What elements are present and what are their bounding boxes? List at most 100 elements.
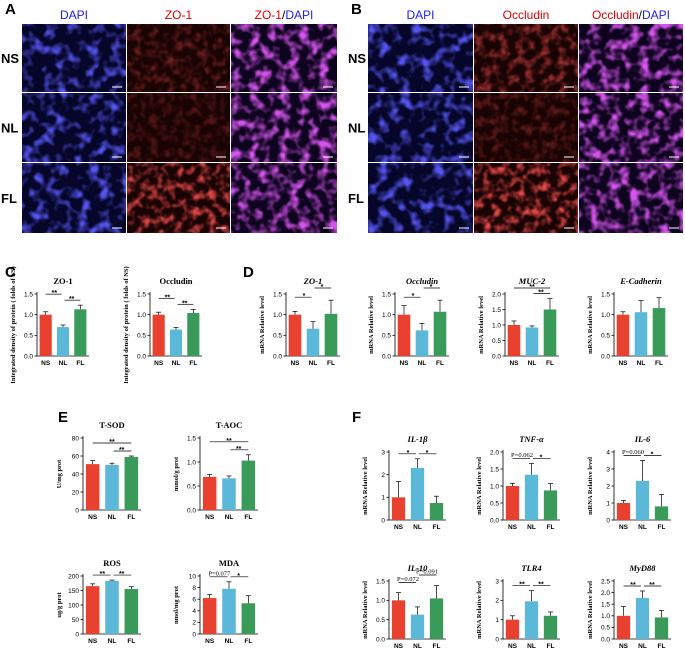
micrograph-texture — [368, 93, 473, 162]
x-tick-label-nl: NL — [418, 360, 427, 367]
y-tick-label: 1.0 — [601, 312, 610, 319]
bar-fl — [124, 589, 139, 634]
micrograph-texture — [231, 93, 337, 162]
chart-e-7: T-AOC mmol/g prot 0.0 0.5 1.0 1.5 NS NL FL ** ** — [173, 420, 258, 521]
x-tick-label-ns: NS — [618, 360, 628, 367]
y-tick-label: 80 — [72, 435, 80, 442]
y-tick-label: 3 — [495, 578, 499, 585]
significance-label: * — [540, 455, 543, 462]
micrograph-texture — [368, 24, 473, 92]
x-tick-label-ns: NS — [154, 360, 164, 367]
x-tick-label-nl: NL — [413, 524, 422, 531]
row-label-a-fl: FL — [1, 191, 17, 206]
x-tick-label-ns: NS — [205, 638, 215, 645]
y-tick-label: 1.0 — [382, 312, 391, 319]
bar-fl — [74, 309, 87, 356]
x-tick-label-ns: NS — [619, 524, 629, 531]
bar-nl — [634, 312, 648, 356]
micrograph-texture — [368, 163, 473, 233]
chart-f-15: MyD88 mRNA Relative level 0.0 0.5 1.0 1.5 2.0 2… — [587, 563, 671, 650]
y-tick-label: 1.5 — [376, 578, 385, 585]
x-tick-label-ns: NS — [88, 638, 98, 645]
bar-fl — [543, 490, 558, 520]
chart-title: TNF-α — [519, 434, 544, 444]
x-tick-label-fl: FL — [127, 638, 135, 645]
chart-c-1: Occludin Integrated density of protein ( … — [123, 266, 202, 384]
x-tick-label-nl: NL — [59, 360, 68, 367]
y-tick-label: 20 — [72, 489, 80, 496]
y-tick-label: 0.5 — [376, 617, 385, 624]
y-tick-label: 0.5 — [273, 333, 282, 340]
y-tick-label: 1.0 — [492, 322, 501, 329]
chart-title: Occludin — [159, 276, 192, 286]
y-tick-label: 0.5 — [601, 625, 610, 632]
x-tick-label-nl: NL — [172, 360, 181, 367]
significance-label: P=0.077 — [208, 570, 231, 577]
bar-nl — [410, 467, 425, 520]
micrograph-texture — [579, 163, 683, 233]
x-tick-label-fl: FL — [244, 514, 252, 521]
significance-label: * — [651, 452, 654, 459]
y-axis-label: U/mg prot — [56, 459, 63, 488]
y-tick-label: 1.5 — [24, 291, 33, 298]
bar-fl — [241, 603, 256, 634]
x-tick-label-fl: FL — [655, 360, 663, 367]
bar-ns — [288, 314, 302, 356]
x-tick-label-ns: NS — [88, 514, 98, 521]
y-axis-label: mRNA Relative level — [587, 581, 594, 639]
chart-title: ZO-1 — [303, 276, 322, 286]
chart-title: MUC-2 — [518, 276, 546, 286]
y-tick-label: 0.5 — [382, 333, 391, 340]
y-tick-label: 0.5 — [492, 338, 501, 345]
significance-label: P=0.060 — [622, 449, 644, 456]
chart-title: TLR4 — [521, 563, 541, 573]
y-tick-label: 0.0 — [601, 353, 610, 360]
chart-title: T-AOC — [216, 420, 243, 430]
y-tick-label: 1 — [495, 617, 499, 624]
bar-nl — [524, 474, 539, 520]
bar-ns — [152, 314, 165, 356]
x-tick-label-nl: NL — [413, 643, 422, 650]
micrograph-texture — [127, 163, 230, 233]
x-tick-label-nl: NL — [527, 524, 536, 531]
x-tick-label-nl: NL — [108, 514, 117, 521]
y-tick-label: 1.5 — [601, 602, 610, 609]
significance-label: ** — [182, 300, 188, 307]
bar-charts: ZO-1 Integrated density of protein ( fold… — [10, 266, 671, 650]
significance-label: * — [426, 450, 429, 457]
x-tick-label-nl: NL — [225, 514, 234, 521]
y-tick-label: 100 — [68, 602, 79, 609]
bar-ns — [85, 464, 100, 510]
x-tick-label-nl: NL — [225, 638, 234, 645]
x-tick-label-fl: FL — [546, 360, 554, 367]
y-tick-label: 0.5 — [490, 500, 499, 507]
chart-d-5: E-Cadherin mRNA Relative level 0.0 0.5 1.0 1.… — [587, 276, 668, 367]
y-axis-label: Integrated density of protein ( folds of… — [123, 266, 130, 383]
significance-label: * — [407, 450, 410, 457]
y-tick-label: 4 — [192, 608, 196, 615]
y-tick-label: 1.5 — [492, 307, 501, 314]
y-tick-label: 1.0 — [24, 312, 33, 319]
y-tick-label: 1.5 — [490, 466, 499, 473]
x-tick-label-nl: NL — [638, 643, 647, 650]
significance-label: ** — [236, 446, 242, 453]
bar-fl — [543, 615, 558, 639]
y-tick-label: 2 — [381, 472, 385, 479]
x-tick-label-ns: NS — [394, 524, 404, 531]
significance-label: ** — [52, 290, 58, 297]
panel-label-e: E — [58, 409, 68, 426]
y-tick-label: 1.5 — [273, 291, 282, 298]
x-tick-label-fl: FL — [547, 643, 555, 650]
y-tick-label: 50 — [72, 617, 80, 624]
bar-ns — [202, 476, 217, 510]
significance-label: P=0.062 — [511, 452, 533, 459]
x-tick-label-fl: FL — [658, 524, 666, 531]
significance-label: ** — [519, 582, 525, 589]
y-axis-label: Integrated density of protein ( folds of… — [10, 266, 17, 383]
significance-label: ** — [109, 439, 115, 446]
bar-ns — [391, 497, 406, 520]
y-tick-label: 0.5 — [24, 333, 33, 340]
x-tick-label-ns: NS — [205, 514, 215, 521]
column-header-a-1: ZO-1 — [165, 8, 193, 22]
bar-ns — [616, 615, 631, 639]
